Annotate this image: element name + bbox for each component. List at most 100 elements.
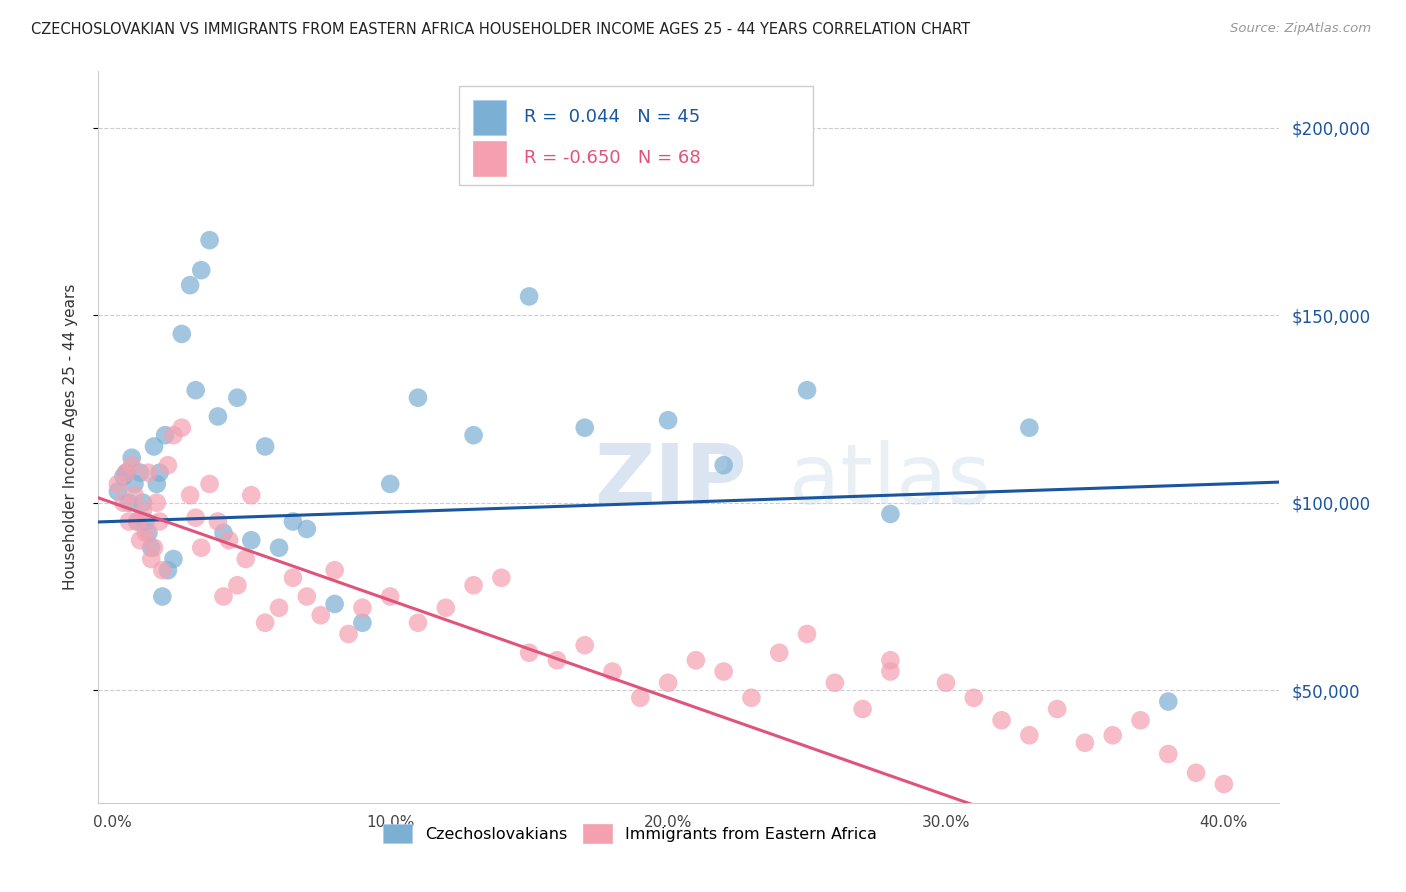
Text: R =  0.044   N = 45: R = 0.044 N = 45	[523, 109, 700, 127]
Point	[198, 477, 221, 491]
Point	[162, 552, 184, 566]
Point	[254, 615, 277, 630]
Point	[990, 713, 1012, 727]
Point	[146, 496, 169, 510]
Text: atlas: atlas	[789, 441, 991, 522]
Point	[1018, 728, 1040, 742]
Point	[107, 484, 129, 499]
Point	[380, 590, 402, 604]
Point	[135, 525, 157, 540]
Text: ZIP: ZIP	[595, 441, 747, 522]
Point	[267, 541, 290, 555]
Y-axis label: Householder Income Ages 25 - 44 years: Householder Income Ages 25 - 44 years	[63, 284, 77, 591]
Point	[879, 653, 901, 667]
Point	[935, 675, 957, 690]
Point	[295, 590, 318, 604]
Point	[879, 665, 901, 679]
Point	[112, 469, 135, 483]
Bar	[472, 141, 506, 176]
Point	[190, 263, 212, 277]
Point	[824, 675, 846, 690]
Point	[135, 515, 157, 529]
Point	[150, 563, 173, 577]
Point	[190, 541, 212, 555]
Point	[112, 496, 135, 510]
Point	[337, 627, 360, 641]
Point	[184, 510, 207, 524]
Point	[127, 515, 149, 529]
Point	[434, 600, 457, 615]
Point	[115, 466, 138, 480]
Point	[574, 420, 596, 434]
Bar	[472, 100, 506, 135]
Point	[1018, 420, 1040, 434]
Point	[156, 563, 179, 577]
Text: R = -0.650   N = 68: R = -0.650 N = 68	[523, 149, 700, 168]
Point	[657, 413, 679, 427]
Point	[212, 525, 235, 540]
Point	[170, 420, 193, 434]
FancyBboxPatch shape	[458, 86, 813, 185]
Point	[207, 515, 229, 529]
Point	[323, 563, 346, 577]
Point	[127, 515, 149, 529]
Point	[1157, 747, 1180, 761]
Point	[281, 571, 304, 585]
Point	[602, 665, 624, 679]
Point	[574, 638, 596, 652]
Point	[295, 522, 318, 536]
Point	[207, 409, 229, 424]
Point	[170, 326, 193, 341]
Point	[141, 552, 163, 566]
Point	[963, 690, 986, 705]
Point	[124, 477, 146, 491]
Legend: Czechoslovakians, Immigrants from Eastern Africa: Czechoslovakians, Immigrants from Easter…	[377, 817, 883, 850]
Point	[309, 608, 332, 623]
Point	[352, 600, 374, 615]
Point	[118, 496, 141, 510]
Point	[141, 541, 163, 555]
Point	[115, 466, 138, 480]
Point	[226, 578, 249, 592]
Point	[517, 646, 540, 660]
Point	[138, 525, 160, 540]
Point	[254, 440, 277, 454]
Point	[685, 653, 707, 667]
Point	[380, 477, 402, 491]
Point	[129, 466, 152, 480]
Point	[240, 488, 263, 502]
Point	[138, 466, 160, 480]
Point	[1129, 713, 1152, 727]
Point	[1074, 736, 1097, 750]
Point	[1101, 728, 1123, 742]
Point	[713, 665, 735, 679]
Point	[107, 477, 129, 491]
Point	[713, 458, 735, 473]
Point	[240, 533, 263, 548]
Point	[323, 597, 346, 611]
Point	[132, 496, 155, 510]
Point	[1185, 765, 1208, 780]
Text: CZECHOSLOVAKIAN VS IMMIGRANTS FROM EASTERN AFRICA HOUSEHOLDER INCOME AGES 25 - 4: CZECHOSLOVAKIAN VS IMMIGRANTS FROM EASTE…	[31, 22, 970, 37]
Point	[491, 571, 513, 585]
Point	[768, 646, 790, 660]
Point	[179, 278, 201, 293]
Point	[879, 507, 901, 521]
Point	[1046, 702, 1069, 716]
Point	[406, 615, 429, 630]
Point	[179, 488, 201, 502]
Point	[352, 615, 374, 630]
Point	[148, 515, 170, 529]
Text: Source: ZipAtlas.com: Source: ZipAtlas.com	[1230, 22, 1371, 36]
Point	[546, 653, 568, 667]
Point	[796, 383, 818, 397]
Point	[406, 391, 429, 405]
Point	[153, 428, 176, 442]
Point	[143, 541, 166, 555]
Point	[1157, 694, 1180, 708]
Point	[198, 233, 221, 247]
Point	[463, 428, 485, 442]
Point	[162, 428, 184, 442]
Point	[184, 383, 207, 397]
Point	[740, 690, 762, 705]
